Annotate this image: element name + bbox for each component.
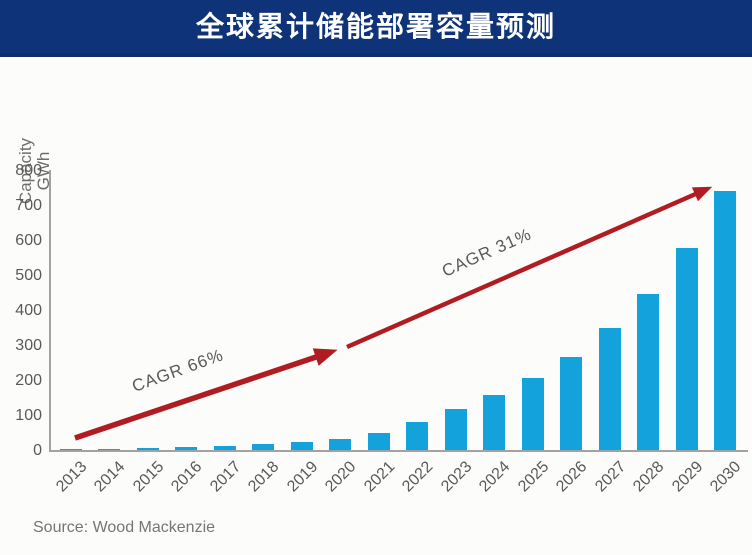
y-tick-label: 400 [15, 302, 42, 319]
x-tick-label: 2013 [53, 458, 91, 496]
x-tick-label: 2026 [553, 458, 591, 496]
y-tick-label: 300 [15, 337, 42, 354]
x-tick-label: 2018 [245, 458, 283, 496]
x-tick-label: 2022 [399, 458, 437, 496]
bars-container [51, 170, 746, 450]
bar-2017 [213, 445, 236, 450]
x-tick-label: 2025 [514, 458, 552, 496]
x-tick-label: 2027 [591, 458, 629, 496]
chart-title: 全球累计储能部署容量预测 [195, 10, 556, 42]
x-tick-label: 2030 [707, 458, 745, 496]
bar-2014 [98, 448, 121, 450]
bar-2015 [136, 448, 159, 450]
x-tick-label: 2014 [91, 458, 129, 496]
bar-2013 [60, 448, 82, 450]
plot-area: 0 100 200 300 400 500 600 700 800 2013 2014 2015 20… [15, 162, 748, 495]
x-tick-label: 2020 [322, 458, 360, 496]
source-label: Source: Wood Mackenzie [33, 519, 216, 536]
x-tick-label: 2023 [437, 458, 476, 496]
bar-2021 [367, 432, 390, 450]
y-axis-tick-labels: 0 100 200 300 400 500 600 700 800 [2, 162, 42, 459]
bar-2028 [637, 293, 660, 450]
bar-2024 [483, 394, 506, 450]
bar-2023 [444, 409, 467, 450]
y-tick-label: 500 [15, 267, 42, 284]
y-tick-label: 800 [15, 162, 42, 179]
y-tick-label: 0 [33, 442, 42, 459]
x-tick-label: 2015 [130, 458, 168, 496]
y-tick-label: 600 [15, 232, 42, 249]
x-tick-label: 2017 [206, 458, 245, 496]
x-axis-tick-labels: 2013 2014 2015 2016 2017 2018 2019 2020 2021 2022… [51, 450, 746, 510]
bar-2029 [675, 248, 698, 450]
bar-2022 [406, 421, 429, 450]
title-bar: 全球累计储能部署容量预测 [0, 0, 752, 57]
y-tick-label: 200 [15, 372, 42, 389]
x-tick-label: 2024 [476, 458, 514, 496]
x-tick-label: 2028 [630, 458, 668, 496]
x-tick-label: 2029 [668, 458, 706, 496]
bar-2020 [329, 439, 352, 450]
bar-2019 [290, 441, 313, 450]
x-tick-label: 2019 [283, 458, 322, 496]
bar-2027 [598, 328, 621, 450]
y-tick-label: 100 [15, 407, 42, 424]
bar-2030 [713, 190, 736, 450]
bar-2018 [252, 443, 275, 450]
bar-2016 [175, 446, 198, 450]
bar-2026 [560, 356, 583, 450]
bar-2025 [521, 377, 544, 450]
y-tick-label: 700 [15, 197, 42, 214]
x-tick-label: 2016 [168, 458, 206, 496]
chart-area: Capacity GWh 0 100 200 300 400 500 600 700 800 2… [0, 57, 752, 517]
x-tick-label: 2021 [360, 458, 399, 496]
